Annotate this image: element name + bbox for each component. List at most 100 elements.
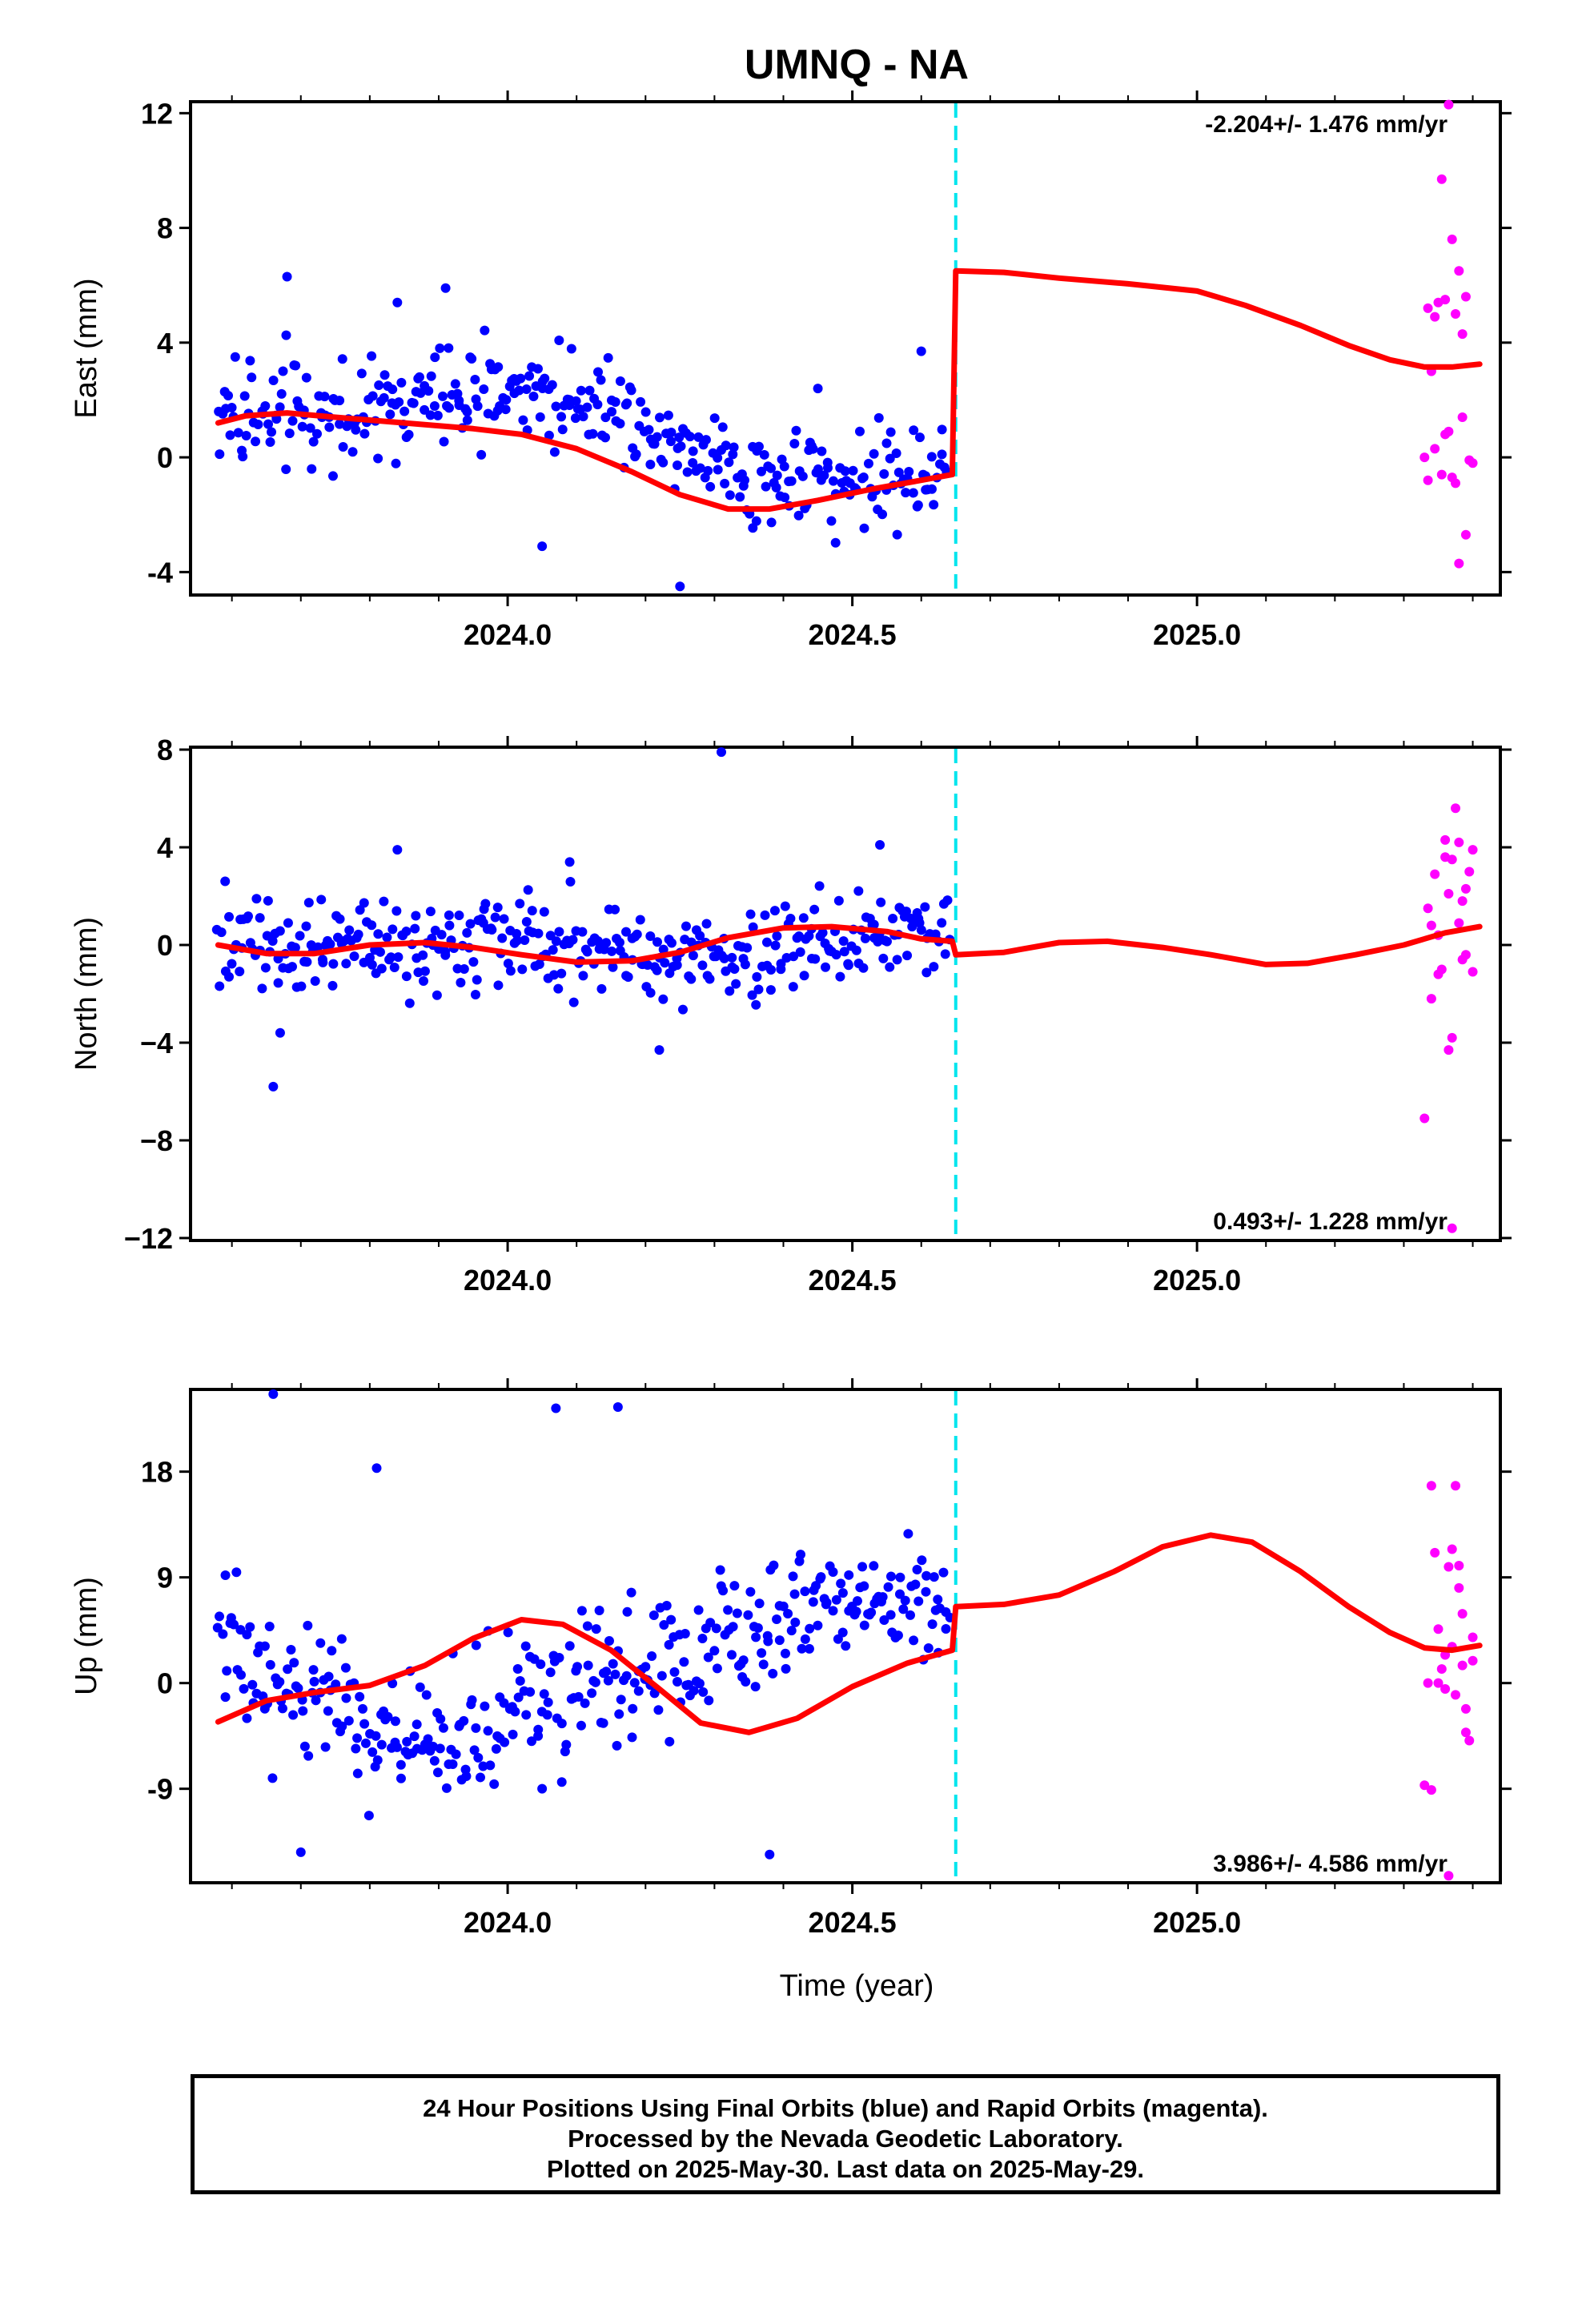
rapid-orbit-point (1423, 903, 1433, 914)
final-orbit-point (430, 352, 440, 363)
final-orbit-point (626, 385, 636, 396)
final-orbit-point (440, 947, 451, 957)
final-orbit-point (914, 432, 925, 443)
rapid-orbit-point (1457, 412, 1468, 422)
final-orbit-point (786, 476, 797, 486)
rapid-orbit-point (1426, 920, 1436, 931)
final-orbit-point (816, 1572, 826, 1582)
final-orbit-point (614, 937, 624, 947)
final-orbit-point (869, 448, 879, 459)
final-orbit-point (373, 929, 383, 939)
final-orbit-point (327, 1646, 337, 1656)
footer-legend-box: 24 Hour Positions Using Final Orbits (bl… (191, 2074, 1500, 2194)
final-orbit-point (873, 412, 884, 423)
final-orbit-point (401, 971, 412, 982)
final-orbit-point (603, 1675, 613, 1686)
final-orbit-point (351, 1743, 361, 1754)
final-orbit-point (817, 446, 827, 456)
final-orbit-point (729, 442, 739, 452)
rapid-orbit-point (1433, 969, 1443, 979)
final-orbit-point (401, 927, 412, 937)
final-orbit-point (554, 335, 564, 345)
rapid-orbit-point (1451, 803, 1461, 814)
final-orbit-point (267, 936, 278, 947)
final-orbit-point (409, 1731, 420, 1742)
panel-up: 2024.0 2024.5 2025.0 18 9 0 -9 Up (mm) 3.986+/- … (70, 1378, 1512, 1939)
final-orbit-point (751, 1632, 761, 1642)
final-orbit-point (392, 297, 403, 308)
final-orbit-point (601, 938, 612, 948)
final-orbit-point (410, 923, 420, 934)
final-orbit-point (873, 936, 883, 947)
final-orbit-point (645, 987, 656, 998)
final-orbit-point (421, 1690, 432, 1700)
final-orbit-point (901, 488, 911, 498)
final-orbit-point (645, 460, 656, 470)
final-orbit-point (542, 1710, 552, 1720)
final-orbit-point (404, 998, 415, 1008)
final-orbit-point (790, 1617, 801, 1627)
rapid-orbit-point (1440, 834, 1451, 845)
final-orbit-point (227, 402, 237, 412)
final-orbit-point (607, 407, 617, 417)
y-tick-label: 0 (157, 441, 173, 474)
final-orbit-point (478, 1761, 488, 1771)
final-orbit-point (793, 510, 804, 521)
final-orbit-point (577, 927, 588, 937)
rapid-orbit-point (1440, 1684, 1451, 1694)
final-orbit-point (470, 989, 480, 999)
final-orbit-point (596, 983, 607, 994)
final-orbit-point (857, 1562, 868, 1572)
rapid-orbit-point (1440, 852, 1451, 862)
final-orbit-point (766, 517, 777, 528)
final-orbit-point (603, 352, 613, 363)
final-orbit-point (493, 362, 504, 372)
final-orbit-point (838, 936, 849, 947)
final-orbit-point (441, 1783, 452, 1793)
final-orbit-point (791, 425, 801, 436)
y-tick-label: −4 (140, 1027, 173, 1059)
plot-frame (189, 100, 1502, 597)
rapid-orbit-point (1451, 1481, 1461, 1491)
final-orbit-point (789, 951, 799, 962)
final-orbit-point (268, 1389, 279, 1399)
final-orbit-point (717, 422, 728, 432)
final-orbit-point (391, 906, 402, 916)
series-final-orbits (211, 747, 955, 1092)
final-orbit-point (677, 1004, 688, 1015)
rapid-orbit-point (1430, 312, 1440, 322)
y-tick-label: −8 (140, 1124, 173, 1157)
final-orbit-point (308, 1665, 319, 1675)
final-orbit-point (373, 453, 383, 464)
final-orbit-point (780, 901, 790, 911)
final-orbit-point (450, 379, 460, 389)
final-orbit-point (229, 1619, 239, 1630)
final-orbit-point (576, 1606, 587, 1616)
final-orbit-point (808, 1597, 818, 1607)
rapid-orbit-point (1454, 918, 1464, 928)
rapid-orbit-point (1423, 303, 1433, 313)
final-orbit-point (757, 466, 767, 476)
final-orbit-point (318, 957, 328, 967)
y-axis-label-north: North (mm) (70, 917, 103, 1071)
final-orbit-point (610, 1669, 620, 1679)
final-orbit-point (448, 1759, 458, 1770)
final-orbit-point (839, 947, 849, 957)
final-orbit-point (661, 1600, 672, 1610)
final-orbit-point (869, 919, 879, 930)
final-orbit-point (337, 1721, 347, 1731)
final-orbit-point (268, 1081, 279, 1092)
final-orbit-point (561, 1739, 572, 1750)
x-tick-label: 2024.0 (464, 618, 552, 651)
final-orbit-point (666, 427, 677, 437)
final-orbit-point (287, 416, 298, 426)
final-orbit-point (813, 384, 823, 394)
final-orbit-point (908, 488, 918, 498)
final-orbit-point (779, 461, 789, 472)
final-orbit-point (389, 963, 400, 973)
final-orbit-point (341, 1693, 351, 1703)
final-orbit-point (243, 911, 253, 922)
y-axis-label-up: Up (mm) (70, 1577, 103, 1695)
final-orbit-point (929, 962, 939, 972)
final-orbit-point (344, 925, 355, 935)
